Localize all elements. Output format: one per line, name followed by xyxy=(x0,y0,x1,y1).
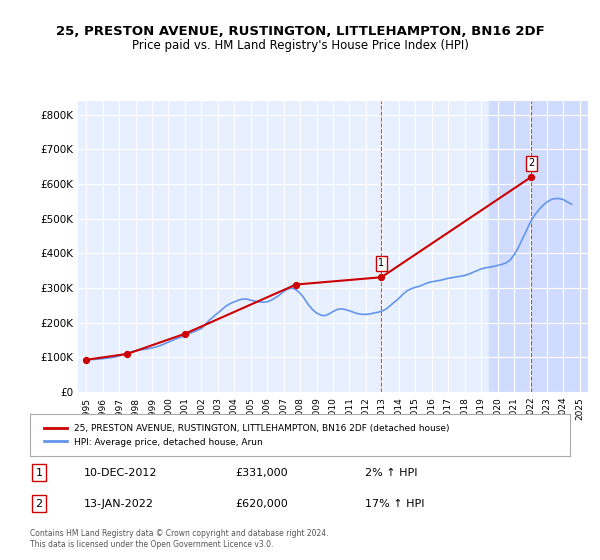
Point xyxy=(377,273,386,282)
Point xyxy=(526,172,536,181)
Text: 25, PRESTON AVENUE, RUSTINGTON, LITTLEHAMPTON, BN16 2DF: 25, PRESTON AVENUE, RUSTINGTON, LITTLEHA… xyxy=(56,25,544,38)
Text: 2: 2 xyxy=(528,158,534,168)
Text: Contains HM Land Registry data © Crown copyright and database right 2024.
This d: Contains HM Land Registry data © Crown c… xyxy=(30,529,329,549)
Point xyxy=(122,349,132,358)
Text: 17% ↑ HPI: 17% ↑ HPI xyxy=(365,498,424,508)
Text: £331,000: £331,000 xyxy=(235,468,288,478)
Text: 13-JAN-2022: 13-JAN-2022 xyxy=(84,498,154,508)
Point xyxy=(291,280,301,289)
Text: 2% ↑ HPI: 2% ↑ HPI xyxy=(365,468,418,478)
Point xyxy=(180,329,190,338)
Point xyxy=(82,355,91,364)
Text: 10-DEC-2012: 10-DEC-2012 xyxy=(84,468,157,478)
Text: £620,000: £620,000 xyxy=(235,498,288,508)
Legend: 25, PRESTON AVENUE, RUSTINGTON, LITTLEHAMPTON, BN16 2DF (detached house), HPI: A: 25, PRESTON AVENUE, RUSTINGTON, LITTLEHA… xyxy=(40,419,454,451)
Text: 1: 1 xyxy=(379,258,385,268)
Text: 1: 1 xyxy=(35,468,43,478)
Bar xyxy=(489,101,588,392)
Text: 2: 2 xyxy=(35,498,43,508)
Text: Price paid vs. HM Land Registry's House Price Index (HPI): Price paid vs. HM Land Registry's House … xyxy=(131,39,469,52)
